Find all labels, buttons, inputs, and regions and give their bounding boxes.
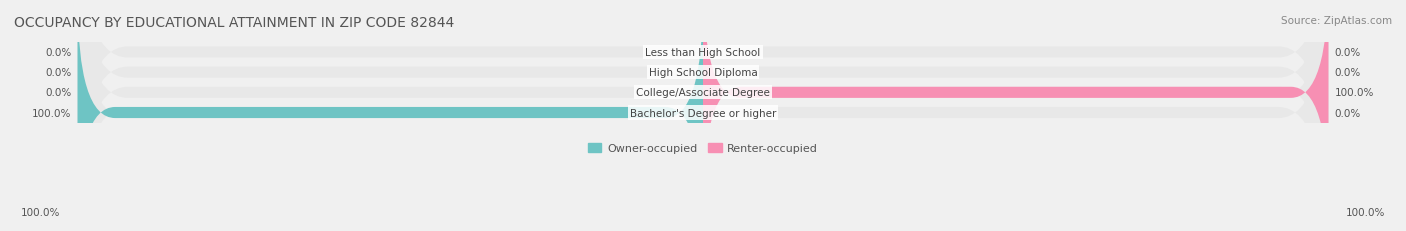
Text: College/Associate Degree: College/Associate Degree: [636, 88, 770, 98]
Text: 0.0%: 0.0%: [45, 88, 72, 98]
FancyBboxPatch shape: [77, 0, 703, 228]
FancyBboxPatch shape: [77, 0, 1329, 231]
Text: 0.0%: 0.0%: [1334, 68, 1361, 78]
Text: 100.0%: 100.0%: [1334, 88, 1374, 98]
Text: OCCUPANCY BY EDUCATIONAL ATTAINMENT IN ZIP CODE 82844: OCCUPANCY BY EDUCATIONAL ATTAINMENT IN Z…: [14, 16, 454, 30]
Text: 100.0%: 100.0%: [32, 108, 72, 118]
Text: High School Diploma: High School Diploma: [648, 68, 758, 78]
FancyBboxPatch shape: [77, 0, 1329, 228]
FancyBboxPatch shape: [703, 0, 1329, 208]
Text: Source: ZipAtlas.com: Source: ZipAtlas.com: [1281, 16, 1392, 26]
Legend: Owner-occupied, Renter-occupied: Owner-occupied, Renter-occupied: [588, 143, 818, 154]
Text: 0.0%: 0.0%: [1334, 108, 1361, 118]
Text: 0.0%: 0.0%: [1334, 48, 1361, 58]
Text: 100.0%: 100.0%: [21, 207, 60, 217]
Text: 0.0%: 0.0%: [45, 68, 72, 78]
FancyBboxPatch shape: [77, 0, 1329, 231]
FancyBboxPatch shape: [77, 0, 1329, 208]
Text: Bachelor's Degree or higher: Bachelor's Degree or higher: [630, 108, 776, 118]
Text: 100.0%: 100.0%: [1346, 207, 1385, 217]
Text: Less than High School: Less than High School: [645, 48, 761, 58]
Text: 0.0%: 0.0%: [45, 48, 72, 58]
